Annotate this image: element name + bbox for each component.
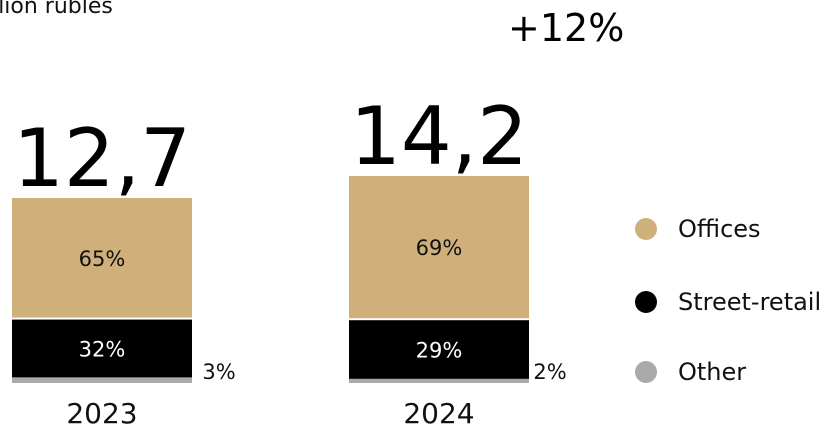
category-label-2024: 2024 <box>403 397 474 430</box>
bar-segment-street-retail-2024 <box>349 320 529 379</box>
segment-label-street-retail-2023: 32% <box>79 337 126 361</box>
bar-segment-other-2024 <box>349 378 529 383</box>
segment-label-street-retail-2024: 29% <box>416 339 463 363</box>
legend-swatch-street-retail <box>635 291 657 313</box>
segment-label-other-2024: 2% <box>533 360 566 384</box>
legend-label-offices: Offices <box>678 215 761 243</box>
legend-label-street-retail: Street-retail <box>678 288 821 316</box>
category-label-2023: 2023 <box>66 397 137 430</box>
growth-annotation: +12% <box>508 6 625 50</box>
total-label-2024: 14,2 <box>350 90 528 183</box>
bar-segment-offices-2024 <box>349 175 529 319</box>
segment-label-offices-2024: 69% <box>416 236 463 260</box>
bar-segment-other-2023 <box>12 377 192 383</box>
legend-swatch-other <box>635 361 657 383</box>
bar-segment-offices-2023 <box>12 198 192 318</box>
total-label-2023: 12,7 <box>13 112 191 205</box>
legend-swatch-offices <box>635 218 657 240</box>
segment-label-offices-2023: 65% <box>79 247 126 271</box>
bar-segment-street-retail-2023 <box>12 319 192 378</box>
legend-label-other: Other <box>678 358 746 386</box>
segment-label-other-2023: 3% <box>202 360 235 384</box>
unit-label: billion rubles <box>0 0 113 19</box>
